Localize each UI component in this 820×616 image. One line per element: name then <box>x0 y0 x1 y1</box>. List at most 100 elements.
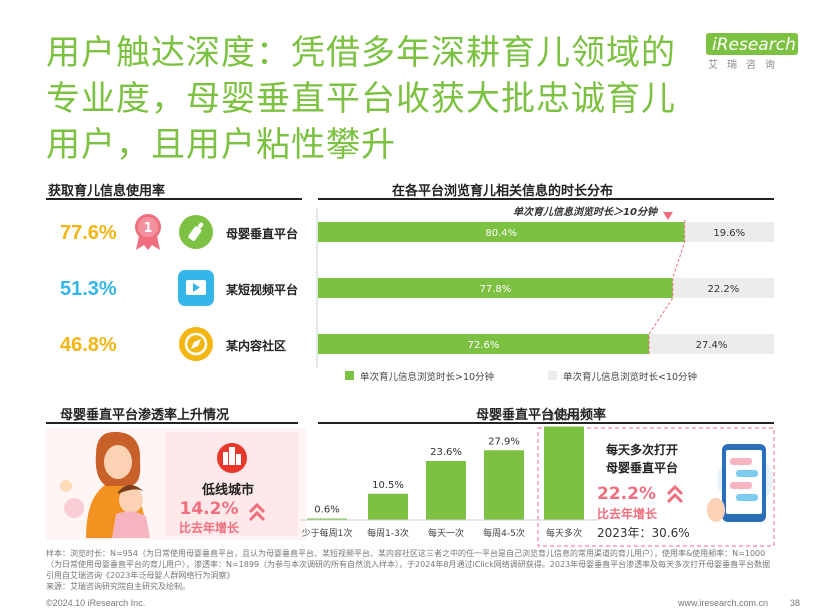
chat-bubble-4 <box>736 494 758 501</box>
freq-bar-1 <box>307 518 347 520</box>
freq-bar-5 <box>544 426 584 520</box>
bar-short-3 <box>649 334 774 354</box>
footer-copyright: ©2024.10 iResearch Inc. <box>46 598 146 608</box>
duration-chart-title: 在各平台浏览育儿相关信息的时长分布 <box>392 184 614 199</box>
growth-chevron-icon <box>248 502 266 514</box>
frequency-bar-chart: 0.6% 少于每周1次 10.5% 每周1-3次 23.6% 每天一次 27.9% 每周4-5… <box>300 413 775 547</box>
city-building-2 <box>229 447 235 465</box>
logo-cn: 艾瑞咨询 <box>708 60 784 71</box>
legend-swatch-short <box>548 371 557 380</box>
highlight-growth: 比去年增长 <box>597 506 658 521</box>
annotation-dashed-line <box>648 220 686 354</box>
platform-label-3: 某内容社区 <box>226 339 287 353</box>
city-building-1 <box>223 452 228 465</box>
freq-value-label-5: 37.4% <box>548 413 580 424</box>
bottle-body <box>188 226 202 241</box>
penetration-panel: 低线城市 14.2% 比去年增长 <box>46 428 306 540</box>
freq-value-label-4: 27.9% <box>488 436 520 447</box>
penetration-pct: 14.2% <box>180 499 239 519</box>
city-building-3 <box>236 454 241 465</box>
frequency-chart-title: 母婴垂直平台使用频率 <box>476 408 607 423</box>
bar-short-label-2: 22.2% <box>707 284 739 295</box>
mother-face-icon <box>104 445 132 479</box>
bar-short-1 <box>684 222 774 242</box>
chat-bubble-3 <box>730 482 752 489</box>
duration-annotation: 单次育儿信息浏览时长＞10分钟 <box>513 206 659 218</box>
hand-icon <box>707 498 725 522</box>
penetration-city: 低线城市 <box>201 482 254 498</box>
chat-bubble-1 <box>730 458 752 465</box>
usage-rate-pct-1: 77.6% <box>60 222 117 244</box>
freq-category-label-3: 每天一次 <box>428 527 464 539</box>
source-note: 来源：艾瑞咨询研究院自主研究及绘制。 <box>46 582 190 591</box>
bar-long-label-2: 77.8% <box>479 284 511 295</box>
baby-hair-icon <box>118 485 144 494</box>
penetration-growth: 比去年增长 <box>179 520 240 535</box>
page-title: 用户触达深度：凭借多年深耕育儿领域的专业度，母婴垂直平台收获大批忠诚育儿用户，且… <box>46 33 676 165</box>
highlight-line2: 母婴垂直平台 <box>606 460 678 475</box>
freq-category-label-5: 每天多次 <box>546 527 582 539</box>
highlight-chevron-icon <box>666 484 684 496</box>
bar-short-2 <box>672 278 774 298</box>
logo-bg <box>706 33 798 55</box>
highlight-chevron-icon-2 <box>666 492 684 504</box>
logo-word: iResearch <box>712 35 796 55</box>
compass-ring <box>184 332 208 356</box>
annotation-pointer-icon <box>663 212 673 220</box>
platform-label-2: 某短视频平台 <box>226 283 299 297</box>
logo-mark: iResearch <box>706 33 798 55</box>
bar-long-label-3: 72.6% <box>468 340 500 351</box>
usage-rate-title: 获取育儿信息使用率 <box>48 184 166 199</box>
bar-short-label-3: 27.4% <box>696 340 728 351</box>
rank-number: 1 <box>143 221 152 236</box>
usage-rate-pct-2: 51.3% <box>60 278 117 300</box>
sample-notes: 样本：浏览时长：N=954（为日常使用母婴垂直平台，且认为母婴垂直平台、某短视频… <box>46 549 771 580</box>
penetration-underline <box>46 422 298 424</box>
compass-needle <box>191 339 201 349</box>
compass-icon <box>179 327 213 361</box>
video-play-icon <box>178 270 214 306</box>
freq-bar-2 <box>368 493 408 520</box>
freq-value-label-3: 23.6% <box>430 447 462 458</box>
bar-long-1 <box>318 222 685 242</box>
freq-bar-3 <box>426 461 466 520</box>
penetration-title: 母婴垂直平台渗透率上升情况 <box>60 408 230 423</box>
baby-bottle-icon <box>179 215 213 249</box>
highlight-box <box>537 427 775 547</box>
bar-long-2 <box>318 278 673 298</box>
badge-circle <box>135 214 161 240</box>
highlight-line1: 每天多次打开 <box>606 442 678 457</box>
iresearch-logo: iResearch 艾瑞咨询 <box>706 30 806 74</box>
footer-site: www.iresearch.com.cn <box>678 598 769 608</box>
footer-page: 38 <box>790 598 801 608</box>
legend-swatch-long <box>345 371 354 380</box>
legend-label-short: 单次育儿信息浏览时长<10分钟 <box>563 371 697 383</box>
bottle-nipple <box>198 222 204 229</box>
bar-short-label-1: 19.6% <box>713 228 745 239</box>
freq-category-label-1: 少于每周1次 <box>302 527 353 539</box>
freq-value-label-1: 0.6% <box>314 505 339 516</box>
video-play <box>193 283 200 292</box>
badge-inner <box>138 217 158 237</box>
usage-rate-pct-3: 46.8% <box>60 334 117 356</box>
freq-category-label-2: 每周1-3次 <box>367 527 409 539</box>
baby-face-icon <box>119 487 143 513</box>
growth-chevron-icon-2 <box>248 510 266 522</box>
highlight-year-note: 2023年：30.6% <box>597 526 690 540</box>
legend-label-long: 单次育儿信息浏览时长>10分钟 <box>360 371 494 383</box>
freq-bar-4 <box>484 450 524 520</box>
frequency-chart-underline <box>318 422 774 424</box>
baby-body-icon <box>112 511 150 538</box>
freq-value-label-2: 10.5% <box>372 480 404 491</box>
flower-small-icon <box>60 480 72 492</box>
freq-category-label-4: 每周4-5次 <box>483 527 525 539</box>
chat-bubble-2 <box>736 470 758 477</box>
duration-stacked-bar-chart: 80.4% 19.6% 77.8% 22.2% 72.6% 27.4% 单次育儿信息浏览时… <box>316 206 774 383</box>
duration-chart-underline <box>318 198 774 200</box>
usage-rate-underline <box>46 198 302 200</box>
highlight-pct: 22.2% <box>597 484 656 504</box>
bar-long-3 <box>318 334 650 354</box>
platform-label-1: 母婴垂直平台 <box>226 227 299 241</box>
rank-badge-icon: 1 <box>135 214 161 250</box>
flower-icon <box>64 498 84 518</box>
